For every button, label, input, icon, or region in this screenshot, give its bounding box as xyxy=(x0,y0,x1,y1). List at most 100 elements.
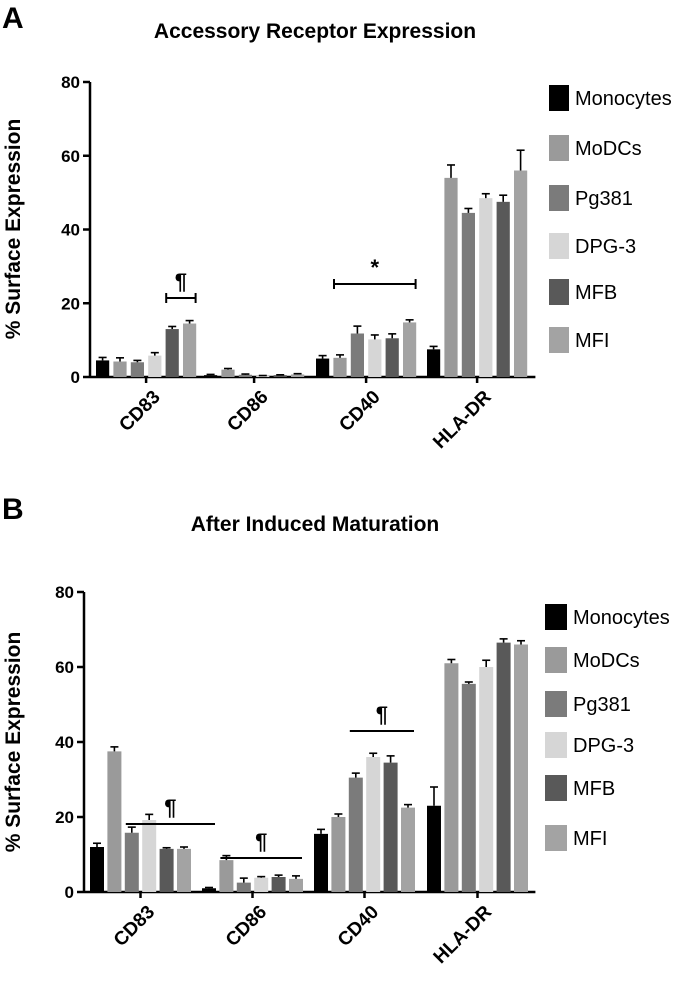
significance-marker: ¶ xyxy=(255,829,267,854)
bar xyxy=(403,322,417,377)
bar xyxy=(177,848,191,892)
bar xyxy=(113,361,127,377)
bar xyxy=(273,375,287,377)
legend-swatch xyxy=(549,185,569,211)
panel-b-label: B xyxy=(2,493,24,526)
y-tick-label: 40 xyxy=(61,221,80,240)
legend-swatch xyxy=(549,233,569,259)
legend-swatch xyxy=(545,604,567,630)
y-tick-label: 80 xyxy=(61,73,80,92)
legend-label: DPG-3 xyxy=(573,735,634,757)
legend-label: Pg381 xyxy=(575,188,633,210)
bar xyxy=(183,323,197,377)
bar xyxy=(444,177,458,377)
panel-b-title: After Induced Maturation xyxy=(191,513,440,536)
panel-a: A Accessory Receptor Expression % Surfac… xyxy=(2,2,672,453)
bar xyxy=(444,663,459,892)
bar xyxy=(385,338,399,377)
legend-label: MoDCs xyxy=(575,138,642,160)
x-tick-label: CD86 xyxy=(222,902,271,951)
bar xyxy=(514,644,528,892)
bar xyxy=(221,369,235,377)
bar xyxy=(366,757,381,892)
x-tick-label: HLA-DR xyxy=(430,902,497,969)
y-tick-label: 0 xyxy=(65,883,74,902)
bar xyxy=(479,198,493,377)
y-tick-label: 0 xyxy=(71,368,80,387)
y-tick-label: 20 xyxy=(55,808,74,827)
legend-swatch xyxy=(549,279,569,305)
bar xyxy=(401,807,415,892)
y-tick-label: 60 xyxy=(55,658,74,677)
panel-a-label: A xyxy=(2,2,24,35)
legend-label: DPG-3 xyxy=(575,236,636,258)
legend-label: MoDCs xyxy=(573,650,640,672)
bar xyxy=(314,833,328,892)
significance-marker: ¶ xyxy=(376,702,388,727)
bar xyxy=(514,170,528,377)
y-tick-label: 40 xyxy=(55,733,74,752)
bar xyxy=(107,751,122,892)
bar xyxy=(219,860,234,892)
legend-swatch xyxy=(549,327,569,353)
panel-a-title: Accessory Receptor Expression xyxy=(154,20,476,43)
bar xyxy=(238,374,252,377)
bar xyxy=(427,349,441,377)
bar xyxy=(159,848,174,892)
bar xyxy=(96,360,110,377)
bar xyxy=(383,762,398,892)
y-tick-label: 20 xyxy=(61,294,80,313)
legend-label: Monocytes xyxy=(573,607,670,629)
bar xyxy=(165,329,179,377)
bar xyxy=(331,817,346,892)
legend-swatch xyxy=(549,135,569,161)
legend-label: MFB xyxy=(575,282,617,304)
bar xyxy=(204,375,218,377)
bar xyxy=(142,820,157,892)
bar xyxy=(496,201,510,377)
bar xyxy=(427,805,441,892)
bar xyxy=(368,339,382,377)
bar xyxy=(236,882,251,892)
bar xyxy=(461,212,475,377)
legend-label: MFB xyxy=(573,778,615,800)
bar xyxy=(90,847,104,892)
panel-b-y-axis-label: % Surface Expression xyxy=(2,632,25,853)
legend-label: Pg381 xyxy=(573,694,631,716)
legend-label: Monocytes xyxy=(575,88,672,110)
bar xyxy=(479,667,494,892)
bar xyxy=(350,333,364,377)
bar xyxy=(271,877,286,892)
significance-marker: * xyxy=(371,255,380,280)
bar xyxy=(202,888,216,892)
bar xyxy=(496,642,511,892)
legend-swatch xyxy=(545,825,567,851)
x-tick-label: CD86 xyxy=(223,387,272,436)
legend-swatch xyxy=(549,85,569,111)
bar xyxy=(291,374,305,377)
x-tick-label: CD40 xyxy=(335,387,384,436)
x-tick-label: CD40 xyxy=(334,902,383,951)
bar xyxy=(124,832,139,892)
bar xyxy=(333,357,347,377)
y-tick-label: 60 xyxy=(61,147,80,166)
bar xyxy=(130,362,144,377)
legend-swatch xyxy=(545,691,567,717)
panel-a-y-axis-label: % Surface Expression xyxy=(2,119,25,340)
x-tick-label: CD83 xyxy=(110,902,159,951)
x-tick-label: HLA-DR xyxy=(429,387,496,454)
legend-swatch xyxy=(545,647,567,673)
panel-b: B After Induced Maturation % Surface Exp… xyxy=(2,493,670,968)
bar xyxy=(254,877,269,892)
bar xyxy=(461,683,476,892)
y-tick-label: 80 xyxy=(55,583,74,602)
x-tick-label: CD83 xyxy=(115,387,164,436)
panel-b-plot-area: 0 20 40 60 80 CD83 CD86 CD40 HLA-DR ¶ ¶ ¶ Monocytes M… xyxy=(55,583,670,968)
significance-marker: ¶ xyxy=(164,795,176,820)
bar xyxy=(348,777,363,892)
bar xyxy=(148,355,162,377)
bar xyxy=(289,878,303,892)
legend-label: MFI xyxy=(575,330,609,352)
bar xyxy=(256,375,270,377)
